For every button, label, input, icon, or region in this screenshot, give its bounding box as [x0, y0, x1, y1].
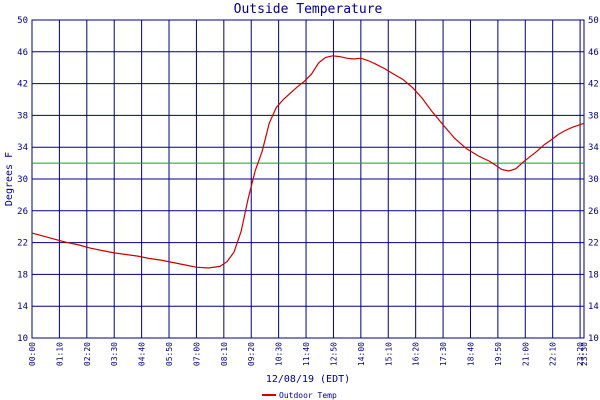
y-tick-label: 38 — [17, 111, 28, 121]
x-tick-label: 01:10 — [55, 342, 64, 366]
y-tick-labels-right: 10 14 18 22 26 30 34 38 42 46 50 — [588, 16, 599, 344]
x-tick-label: 05:50 — [165, 342, 174, 366]
y-tick-label: 50 — [17, 16, 28, 26]
series-line-outdoor-temp — [31, 55, 585, 269]
grid-lines — [31, 19, 585, 339]
y-tick-label-right: 10 — [588, 334, 599, 344]
x-tick-label: 11:40 — [302, 342, 311, 366]
x-tick-label: 18:40 — [466, 342, 475, 366]
x-tick-label: 12:50 — [329, 342, 338, 366]
y-tick-label: 10 — [17, 334, 28, 344]
y-tick-label: 22 — [17, 239, 28, 249]
chart-title: Outside Temperature — [234, 2, 383, 17]
legend-label-outdoor-temp: Outdoor Temp — [279, 391, 337, 400]
x-tick-label: 23:20 — [576, 342, 585, 366]
y-tick-label-right: 30 — [588, 175, 599, 185]
x-tick-label: 03:30 — [110, 342, 119, 366]
x-tick-label: 15:10 — [384, 342, 393, 366]
x-tick-label: 22:10 — [549, 342, 558, 366]
x-axis-label: 12/08/19 (EDT) — [266, 374, 350, 385]
x-tick-label: 14:00 — [357, 342, 366, 366]
x-tick-label: 19:50 — [494, 342, 503, 366]
y-tick-label-right: 14 — [588, 302, 599, 312]
y-tick-label-right: 26 — [588, 207, 599, 217]
y-tick-label-right: 50 — [588, 16, 599, 26]
y-tick-labels-left: 10 14 18 22 26 30 34 38 42 46 50 — [17, 16, 28, 344]
y-tick-label-right: 22 — [588, 239, 599, 249]
x-tick-labels: 00:00 01:10 02:20 03:30 04:40 05:50 07:00 08:10… — [28, 342, 589, 366]
x-tick-label: 07:00 — [192, 342, 201, 366]
x-tick-label: 02:20 — [83, 342, 92, 366]
y-tick-label-right: 34 — [588, 143, 599, 153]
y-tick-label: 26 — [17, 207, 28, 217]
y-tick-label-right: 38 — [588, 111, 599, 121]
y-tick-label: 42 — [17, 80, 28, 90]
x-tick-label: 23:30 — [580, 342, 589, 366]
x-tick-label: 17:30 — [439, 342, 448, 366]
x-tick-label: 04:40 — [138, 342, 147, 366]
x-tick-label: 16:20 — [412, 342, 421, 366]
x-tick-label: 10:30 — [275, 342, 284, 366]
y-tick-label: 18 — [17, 270, 28, 280]
y-tick-label-right: 46 — [588, 48, 599, 58]
y-tick-label: 14 — [17, 302, 28, 312]
y-tick-label: 30 — [17, 175, 28, 185]
y-tick-label-right: 42 — [588, 80, 599, 90]
x-tick-label: 08:10 — [220, 342, 229, 366]
y-tick-label: 34 — [17, 143, 28, 153]
y-tick-label: 46 — [17, 48, 28, 58]
y-axis-label: Degrees F — [4, 152, 15, 206]
x-tick-label: 09:20 — [247, 342, 256, 366]
legend: Outdoor Temp — [262, 391, 337, 400]
x-tick-label: 21:00 — [521, 342, 530, 366]
x-tick-label: 00:00 — [28, 342, 37, 366]
y-tick-label-right: 18 — [588, 270, 599, 280]
